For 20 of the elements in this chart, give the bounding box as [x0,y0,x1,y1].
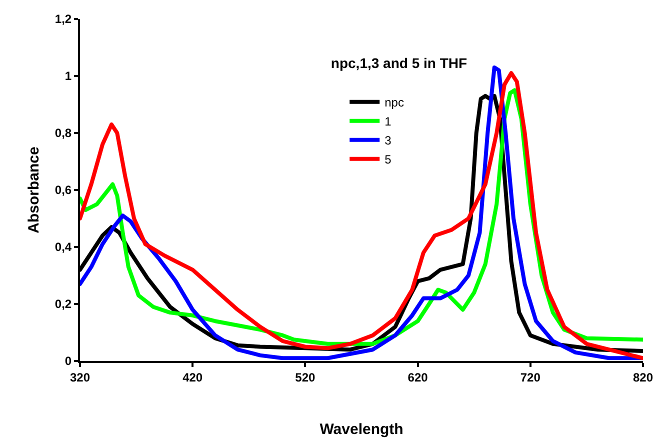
y-tick-label: 1,2 [54,12,72,26]
x-tick-label: 820 [632,370,654,384]
y-tick-label: 0,2 [54,297,72,312]
x-tick-label: 720 [520,370,541,384]
y-tick-label: 0,6 [54,183,72,198]
y-tick-label: 1 [64,69,72,84]
x-tick-label: 420 [182,370,203,384]
legend-label: 3 [384,134,392,148]
y-tick-label: 0,8 [54,126,72,140]
x-tick-label: 620 [408,370,428,384]
legend-label: npc [384,96,404,110]
x-tick-label: 320 [70,370,90,384]
legend-label: 5 [384,152,392,167]
x-tick-label: 520 [295,370,316,384]
y-tick-label: 0,4 [54,240,72,254]
text: npc,1,3 and 5 in THF [330,54,468,71]
y-axis-title: Absorbance [26,146,43,234]
legend-label: 1 [384,114,392,129]
x-axis-title: Wavelength [320,420,404,438]
y-tick-label: 0 [64,354,72,368]
